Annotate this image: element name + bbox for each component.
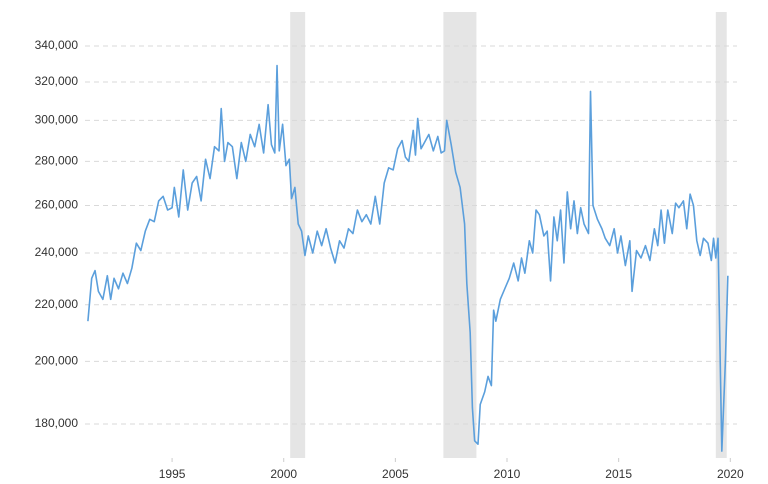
x-tick-label: 2020 xyxy=(717,467,744,481)
y-tick-label: 180,000 xyxy=(35,416,79,430)
y-tick-label: 200,000 xyxy=(35,354,79,368)
y-tick-label: 320,000 xyxy=(35,74,79,88)
x-tick-label: 2000 xyxy=(270,467,297,481)
x-tick-label: 2015 xyxy=(605,467,632,481)
recession-band xyxy=(715,12,727,458)
y-tick-label: 300,000 xyxy=(35,113,79,127)
recession-band xyxy=(290,12,306,458)
x-tick-label: 2010 xyxy=(494,467,521,481)
y-tick-label: 340,000 xyxy=(35,38,79,52)
y-tick-label: 240,000 xyxy=(35,245,79,259)
y-tick-label: 220,000 xyxy=(35,297,79,311)
data-line xyxy=(87,64,729,452)
x-tick-label: 1995 xyxy=(159,467,186,481)
x-tick-label: 2005 xyxy=(382,467,409,481)
y-tick-label: 280,000 xyxy=(35,154,79,168)
y-tick-label: 260,000 xyxy=(35,198,79,212)
